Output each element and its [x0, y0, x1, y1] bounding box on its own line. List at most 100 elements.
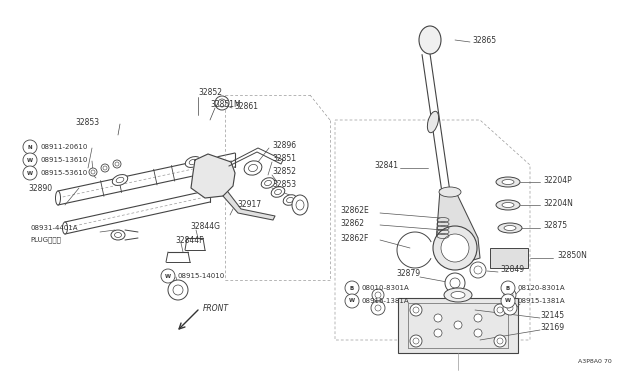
Text: 32204N: 32204N: [543, 199, 573, 208]
Ellipse shape: [261, 178, 275, 188]
Ellipse shape: [115, 232, 122, 237]
Circle shape: [173, 285, 183, 295]
Ellipse shape: [271, 187, 285, 197]
Text: 08915-53610: 08915-53610: [40, 170, 87, 176]
Text: 32851M: 32851M: [210, 99, 241, 109]
Ellipse shape: [189, 159, 197, 165]
Text: 08120-8301A: 08120-8301A: [518, 285, 566, 291]
Text: 32862E: 32862E: [340, 205, 369, 215]
Ellipse shape: [56, 191, 61, 205]
Ellipse shape: [496, 177, 520, 187]
Text: W: W: [505, 298, 511, 304]
Circle shape: [494, 335, 506, 347]
Circle shape: [103, 166, 107, 170]
Circle shape: [372, 289, 384, 301]
Ellipse shape: [502, 202, 514, 208]
Circle shape: [218, 99, 226, 107]
Circle shape: [470, 262, 486, 278]
Circle shape: [375, 305, 381, 311]
Bar: [490, 248, 528, 268]
Circle shape: [507, 305, 513, 311]
Circle shape: [91, 170, 95, 174]
Text: 32849: 32849: [500, 266, 524, 275]
Text: PLUGプラグ: PLUGプラグ: [30, 237, 61, 243]
Circle shape: [168, 280, 188, 300]
Ellipse shape: [504, 225, 516, 231]
Ellipse shape: [502, 180, 514, 185]
Text: 32851: 32851: [272, 154, 296, 163]
Circle shape: [413, 338, 419, 344]
Ellipse shape: [186, 157, 201, 167]
Text: 32875: 32875: [543, 221, 567, 230]
Ellipse shape: [112, 174, 128, 185]
Text: 08915-1381A: 08915-1381A: [518, 298, 566, 304]
Ellipse shape: [444, 288, 472, 302]
Circle shape: [474, 329, 482, 337]
Text: 32852: 32852: [198, 87, 222, 96]
Ellipse shape: [496, 200, 520, 210]
Text: 32917: 32917: [237, 199, 261, 208]
Circle shape: [375, 292, 381, 298]
Text: N: N: [28, 144, 32, 150]
Text: W: W: [349, 298, 355, 304]
Circle shape: [441, 234, 469, 262]
Circle shape: [450, 278, 460, 288]
Circle shape: [89, 168, 97, 176]
Ellipse shape: [287, 198, 293, 203]
Text: 32169: 32169: [540, 324, 564, 333]
Circle shape: [345, 281, 359, 295]
Text: W: W: [27, 170, 33, 176]
Circle shape: [434, 329, 442, 337]
Circle shape: [413, 307, 419, 313]
Circle shape: [23, 166, 37, 180]
Ellipse shape: [498, 223, 522, 233]
Text: 08915-13610: 08915-13610: [40, 157, 88, 163]
Circle shape: [507, 292, 513, 298]
Circle shape: [433, 226, 477, 270]
Text: FRONT: FRONT: [203, 304, 229, 313]
Text: 08931-4401A: 08931-4401A: [30, 225, 77, 231]
Ellipse shape: [248, 164, 257, 171]
Ellipse shape: [244, 161, 262, 175]
Text: 32841: 32841: [374, 160, 398, 170]
Circle shape: [454, 321, 462, 329]
Text: 32861: 32861: [234, 102, 258, 110]
Ellipse shape: [292, 195, 308, 215]
Ellipse shape: [116, 177, 124, 183]
Text: 32865: 32865: [472, 35, 496, 45]
Circle shape: [474, 266, 482, 274]
Ellipse shape: [275, 189, 282, 195]
Text: 08911-20610: 08911-20610: [40, 144, 88, 150]
Text: 32890: 32890: [28, 183, 52, 192]
Text: 32145: 32145: [540, 311, 564, 321]
Text: 32204P: 32204P: [543, 176, 572, 185]
Circle shape: [445, 273, 465, 293]
Circle shape: [494, 304, 506, 316]
Text: 32896: 32896: [272, 141, 296, 150]
Circle shape: [501, 281, 515, 295]
Text: 08010-8301A: 08010-8301A: [362, 285, 410, 291]
Circle shape: [497, 338, 503, 344]
Circle shape: [501, 294, 515, 308]
Text: 32853: 32853: [75, 118, 99, 126]
Bar: [398, 298, 518, 353]
Ellipse shape: [284, 195, 297, 205]
Ellipse shape: [111, 230, 125, 240]
Text: 08915-1381A: 08915-1381A: [362, 298, 410, 304]
Circle shape: [101, 164, 109, 172]
Circle shape: [410, 304, 422, 316]
Ellipse shape: [296, 200, 304, 210]
Text: 32852: 32852: [272, 167, 296, 176]
Text: 32850N: 32850N: [557, 251, 587, 260]
Text: 32862F: 32862F: [340, 234, 369, 243]
Text: W: W: [165, 273, 171, 279]
Circle shape: [497, 307, 503, 313]
Circle shape: [503, 301, 517, 315]
Ellipse shape: [63, 222, 67, 234]
Circle shape: [345, 294, 359, 308]
Circle shape: [434, 314, 442, 322]
Text: 08915-14010: 08915-14010: [178, 273, 225, 279]
Circle shape: [474, 314, 482, 322]
Ellipse shape: [419, 26, 441, 54]
Circle shape: [113, 160, 121, 168]
